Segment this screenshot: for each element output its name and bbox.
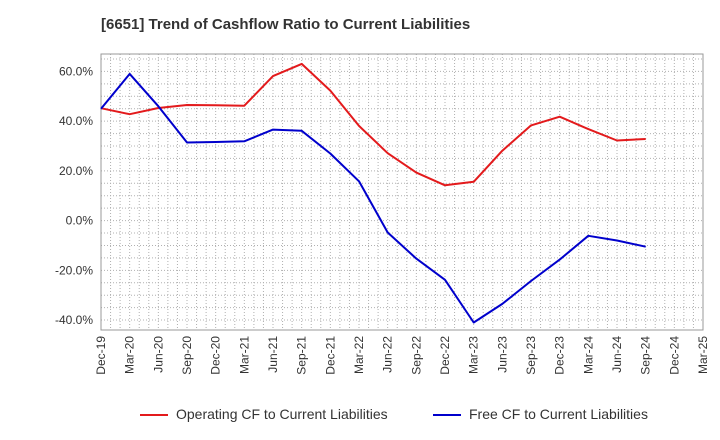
- x-tick-label: Jun-21: [266, 336, 280, 373]
- x-tick-label: Dec-20: [209, 336, 223, 375]
- y-axis-tick-labels: 60.0% 40.0% 20.0% 0.0% -20.0% -40.0%: [55, 64, 93, 327]
- grid-lines: [100, 54, 704, 330]
- series-line-0: [100, 62, 646, 187]
- x-tick-label: Sep-20: [180, 336, 194, 375]
- legend-swatch-free-cf: [433, 414, 461, 416]
- legend-label-operating-cf: Operating CF to Current Liabilities: [176, 406, 388, 422]
- x-tick-label: Jun-24: [610, 336, 624, 373]
- x-tick-label: Mar-24: [581, 336, 595, 374]
- legend-label-free-cf: Free CF to Current Liabilities: [469, 406, 648, 422]
- y-tick-label: 20.0%: [59, 164, 93, 178]
- x-tick-label: Dec-23: [553, 336, 567, 375]
- x-tick-label: Mar-23: [467, 336, 481, 374]
- x-tick-label: Dec-24: [667, 336, 681, 375]
- x-tick-label: Jun-22: [381, 336, 395, 373]
- series-line-1: [100, 72, 646, 324]
- series-lines: [100, 62, 646, 324]
- y-tick-label: 60.0%: [59, 64, 93, 78]
- x-tick-label: Mar-21: [237, 336, 251, 374]
- x-tick-label: Dec-19: [94, 336, 108, 375]
- x-tick-label: Sep-22: [409, 336, 423, 375]
- y-tick-label: -20.0%: [55, 263, 93, 277]
- y-tick-label: -40.0%: [55, 313, 93, 327]
- x-tick-label: Sep-24: [639, 336, 653, 375]
- x-tick-label: Mar-22: [352, 336, 366, 374]
- x-axis-tick-labels: Dec-19 Mar-20 Jun-20 Sep-20 Dec-20 Mar-21 Jun-…: [94, 336, 710, 375]
- x-tick-label: Mar-20: [123, 336, 137, 374]
- plot-area-frame: [100, 53, 704, 331]
- legend: Operating CF to Current Liabilities Free…: [0, 405, 720, 425]
- x-tick-label: Jun-23: [495, 336, 509, 373]
- x-tick-label: Dec-21: [323, 336, 337, 375]
- legend-swatch-operating-cf: [140, 414, 168, 416]
- x-tick-label: Dec-22: [438, 336, 452, 375]
- chart-title: [6651] Trend of Cashflow Ratio to Curren…: [101, 16, 471, 33]
- y-tick-label: 40.0%: [59, 114, 93, 128]
- x-tick-label: Sep-21: [295, 336, 309, 375]
- x-tick-label: Mar-25: [696, 336, 710, 374]
- x-tick-label: Jun-20: [151, 336, 165, 373]
- y-tick-label: 0.0%: [66, 214, 94, 228]
- x-tick-label: Sep-23: [524, 336, 538, 375]
